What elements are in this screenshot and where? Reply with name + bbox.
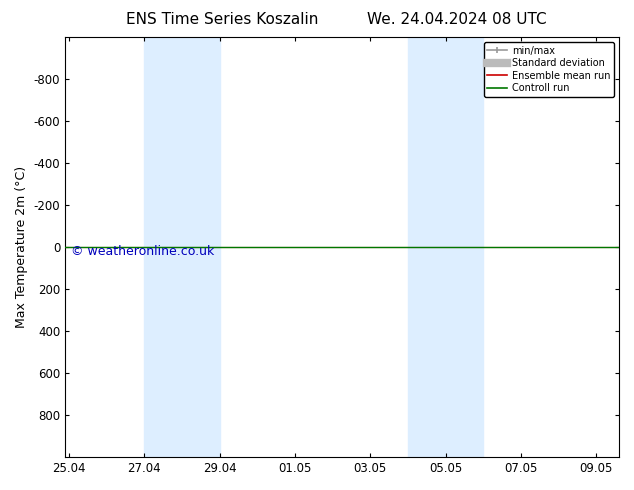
Legend: min/max, Standard deviation, Ensemble mean run, Controll run: min/max, Standard deviation, Ensemble me… [484,42,614,97]
Text: We. 24.04.2024 08 UTC: We. 24.04.2024 08 UTC [366,12,547,27]
Text: © weatheronline.co.uk: © weatheronline.co.uk [70,245,214,258]
Bar [182,37,219,457]
Bar [144,37,182,457]
Bar [446,37,483,457]
Y-axis label: Max Temperature 2m (°C): Max Temperature 2m (°C) [15,166,28,328]
Text: ENS Time Series Koszalin: ENS Time Series Koszalin [126,12,318,27]
Bar [408,37,446,457]
